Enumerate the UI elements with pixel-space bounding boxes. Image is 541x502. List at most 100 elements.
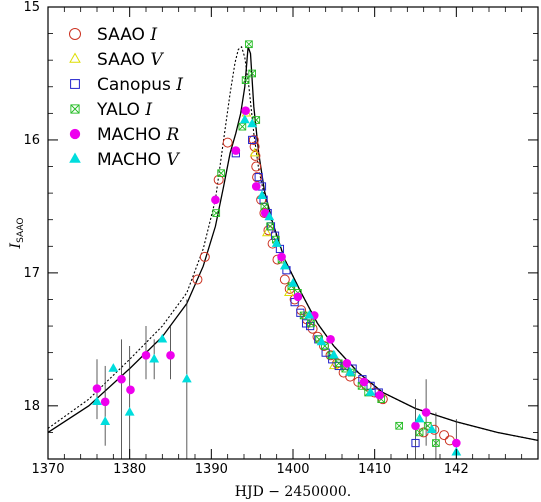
data-point-macho_r — [251, 182, 261, 191]
legend-entry-saao_i: SAAO I — [97, 25, 157, 45]
data-point-yalo_i — [432, 439, 440, 447]
legend-entry-saao_v: SAAO V — [97, 50, 164, 70]
x-axis-ticks: 1370 1380 1390 1400 1410 142 — [31, 7, 523, 477]
data-point-macho_v — [304, 309, 315, 319]
data-point-macho_r — [241, 106, 250, 116]
data-point-macho_v — [108, 363, 119, 372]
legend-marker-macho_v — [69, 152, 81, 163]
data-point-macho_v — [239, 114, 250, 124]
x-tick-label: 1400 — [276, 462, 309, 477]
series-macho_r — [92, 106, 461, 448]
x-tick-label: 1370 — [31, 462, 64, 477]
data-point-macho_r — [375, 390, 384, 400]
data-point-canopus_i — [411, 438, 420, 448]
series-canopus_i — [231, 135, 420, 448]
y-tick-label: 17 — [23, 266, 40, 281]
legend-marker-yalo_i — [70, 104, 80, 114]
legend-band: R — [165, 125, 179, 145]
data-point-macho_v — [345, 367, 356, 376]
data-point-saao_v — [249, 147, 260, 157]
data-point-macho_r — [100, 397, 110, 407]
legend-marker-canopus_i — [70, 79, 80, 89]
data-point-yalo_i — [212, 209, 221, 217]
data-point-macho_v — [328, 349, 339, 359]
legend-band: V — [150, 50, 164, 70]
x-tick-label: 1410 — [358, 462, 391, 477]
data-point-saao_v — [261, 227, 272, 237]
legend-marker-macho_r — [69, 128, 81, 140]
data-point-yalo_i — [307, 319, 315, 328]
model-curve-dotted — [48, 45, 538, 441]
data-point-macho_v — [288, 277, 298, 287]
y-tick-label: 16 — [23, 133, 40, 148]
data-point-macho_r — [421, 408, 431, 417]
data-point-saao_v — [284, 287, 294, 297]
data-point-macho_v — [157, 333, 168, 343]
legend-band: I — [144, 100, 152, 120]
data-point-macho_r — [126, 385, 135, 395]
data-point-macho_v — [181, 373, 192, 383]
y-axis-ticks: 15 16 17 18 — [23, 0, 538, 460]
error-bars — [96, 299, 457, 459]
data-point-macho_r — [326, 335, 335, 344]
x-tick-label: 142 — [444, 462, 469, 477]
legend-marker-saao_v — [69, 52, 81, 63]
data-point-macho_v — [247, 118, 258, 128]
data-point-saao_i — [307, 323, 318, 334]
data-point-macho_v — [149, 353, 160, 363]
data-point-macho_v — [414, 413, 425, 423]
data-point-yalo_i — [266, 222, 274, 231]
data-point-saao_i — [251, 161, 262, 172]
data-point-macho_r — [92, 384, 102, 393]
data-point-saao_i — [279, 274, 290, 285]
legend-label: Canopus — [97, 75, 176, 95]
data-point-macho_v — [92, 396, 102, 406]
data-point-macho_r — [211, 195, 220, 205]
data-point-yalo_i — [245, 40, 253, 49]
data-point-macho_v — [316, 336, 327, 346]
data-point-macho_v — [279, 260, 290, 270]
legend-entry-yalo_i: YALO I — [96, 100, 152, 120]
series-macho_v — [92, 114, 462, 456]
data-point-saao_i — [439, 430, 450, 441]
legend-band: I — [149, 25, 157, 45]
legend-entry-canopus_i: Canopus I — [97, 75, 183, 95]
series-yalo_i — [212, 40, 440, 447]
data-point-macho_r — [166, 350, 175, 360]
x-tick-label: 1390 — [195, 462, 228, 477]
legend-band: I — [175, 75, 183, 95]
data-point-yalo_i — [238, 122, 247, 131]
data-point-macho_r — [293, 292, 303, 302]
x-tick-label: 1380 — [113, 462, 146, 477]
data-point-saao_i — [199, 251, 210, 262]
data-point-yalo_i — [395, 421, 403, 430]
legend-label: SAAO — [97, 50, 150, 70]
data-point-macho_v — [365, 387, 376, 396]
legend-label: MACHO — [97, 125, 166, 145]
y-axis-label-main: I — [8, 242, 24, 249]
data-point-macho_v — [100, 416, 111, 425]
legend-entry-macho_v: MACHO V — [97, 150, 180, 170]
data-point-macho_v — [257, 190, 267, 199]
data-point-macho_r — [277, 252, 286, 262]
legend-label: SAAO — [97, 25, 150, 45]
data-point-saao_v — [328, 360, 339, 370]
data-point-yalo_i — [415, 428, 424, 437]
x-axis-label: HJD − 2450000. — [235, 484, 351, 500]
series-saao_v — [241, 107, 339, 370]
data-point-macho_v — [271, 238, 282, 247]
data-point-yalo_i — [217, 169, 225, 178]
data-point-macho_r — [342, 358, 352, 368]
legend-band: V — [166, 150, 180, 170]
data-point-macho_r — [141, 350, 151, 360]
data-point-macho_r — [452, 438, 461, 448]
data-point-yalo_i — [334, 359, 343, 368]
y-axis-label-sub: SAAO — [16, 218, 26, 243]
series-saao_i — [192, 134, 455, 446]
data-point-macho_v — [426, 424, 437, 433]
legend-label: YALO — [96, 100, 145, 120]
legend-label: MACHO — [97, 150, 166, 170]
data-point-yalo_i — [241, 76, 250, 84]
